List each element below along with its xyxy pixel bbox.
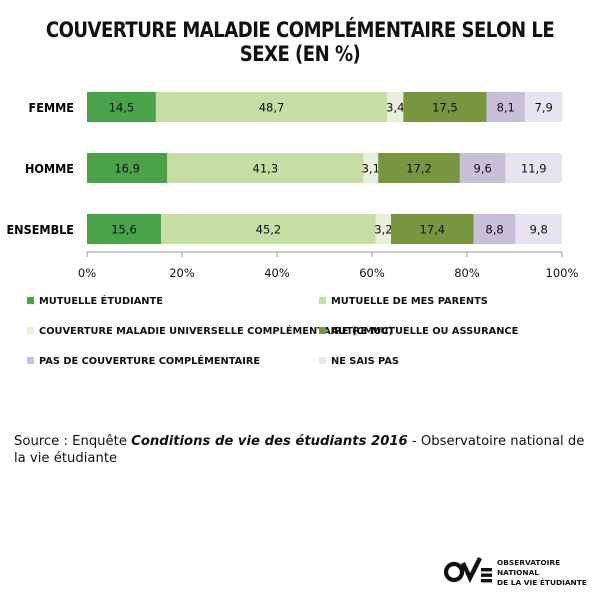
legend-label: MUTUELLE ÉTUDIANTE [39, 294, 163, 307]
data-label: 17,4 [420, 223, 446, 237]
logo-line-2: DE LA VIE ÉTUDIANTE [497, 578, 587, 587]
data-label: 16,9 [114, 162, 140, 176]
bar-segment [87, 92, 156, 122]
bar-segment [375, 214, 391, 244]
data-label: 48,7 [259, 101, 285, 115]
bar-segment [87, 153, 168, 183]
category-label: FEMME [29, 100, 74, 115]
bar-segment [155, 92, 388, 122]
bar-segment [378, 153, 460, 183]
bar-segment [87, 214, 162, 244]
ove-logo-text: OBSERVATOIRE NATIONAL DE LA VIE ÉTUDIANT… [497, 558, 600, 588]
category-label: ENSEMBLE [7, 222, 75, 237]
data-label: 15,6 [111, 223, 137, 237]
bar-segment [167, 153, 364, 183]
legend-swatch [27, 297, 34, 304]
legend-swatch [27, 357, 34, 364]
data-label: 3,1 [362, 162, 380, 176]
legend-swatch [319, 297, 326, 304]
x-tick-label: 100% [546, 266, 579, 280]
category-label: HOMME [25, 161, 74, 176]
bar-segment [473, 214, 516, 244]
logo-line-1: OBSERVATOIRE NATIONAL [497, 558, 561, 577]
bar-segment [486, 92, 525, 122]
bar-segment [505, 153, 562, 183]
data-label: 8,1 [497, 101, 515, 115]
data-label: 17,5 [432, 101, 458, 115]
source-prefix: Source : [14, 434, 73, 449]
data-label: 17,2 [406, 162, 432, 176]
x-tick-label: 0% [78, 266, 96, 280]
data-label: 41,3 [253, 162, 279, 176]
bar-segment [403, 92, 487, 122]
source-text-2: - Observatoire national de la vie étudia… [14, 434, 585, 466]
source-survey-title: Conditions de vie des étudiants 2016 [131, 434, 408, 449]
chart-title: COUVERTURE MALADIE COMPLÉMENTAIRE SELON … [45, 18, 555, 66]
bar-segment [363, 153, 379, 183]
legend-swatch [319, 357, 326, 364]
legend-label: AUTRE MUTUELLE OU ASSURANCE [331, 326, 518, 337]
data-label: 9,6 [474, 162, 492, 176]
bar-segment [459, 153, 506, 183]
x-tick-label: 60% [359, 266, 385, 280]
legend-label: NE SAIS PAS [331, 356, 399, 367]
legend-swatch [319, 327, 326, 334]
data-label: 3,4 [386, 101, 404, 115]
bar-segment [391, 214, 474, 244]
data-label: 45,2 [256, 223, 282, 237]
bar-segment [387, 92, 404, 122]
legend-label: MUTUELLE DE MES PARENTS [331, 296, 488, 307]
bar-segment [515, 214, 562, 244]
data-label: 3,2 [374, 223, 392, 237]
ove-logo-icon [443, 557, 492, 584]
bar-segment [161, 214, 376, 244]
data-label: 9,8 [530, 223, 548, 237]
source-note: Source : Enquête Conditions de vie des é… [14, 433, 589, 467]
legend-label: PAS DE COUVERTURE COMPLÉMENTAIRE [39, 354, 260, 367]
data-label: 11,9 [521, 162, 547, 176]
x-tick-label: 80% [454, 266, 480, 280]
data-label: 7,9 [535, 101, 553, 115]
legend-swatch [27, 327, 34, 334]
data-label: 8,8 [485, 223, 503, 237]
source-text-1: Enquête [72, 434, 132, 449]
x-tick-label: 40% [264, 266, 290, 280]
data-label: 14,5 [109, 101, 135, 115]
legend-label: COUVERTURE MALADIE UNIVERSELLE COMPLÉMEN… [39, 324, 393, 337]
stacked-bar-chart: 0% 20% 40% 60% 80% 100% FEMME 14,5 48,7 3,4 17,5 8,… [7, 92, 579, 367]
x-tick-label: 20% [169, 266, 195, 280]
bar-segment [524, 92, 563, 122]
